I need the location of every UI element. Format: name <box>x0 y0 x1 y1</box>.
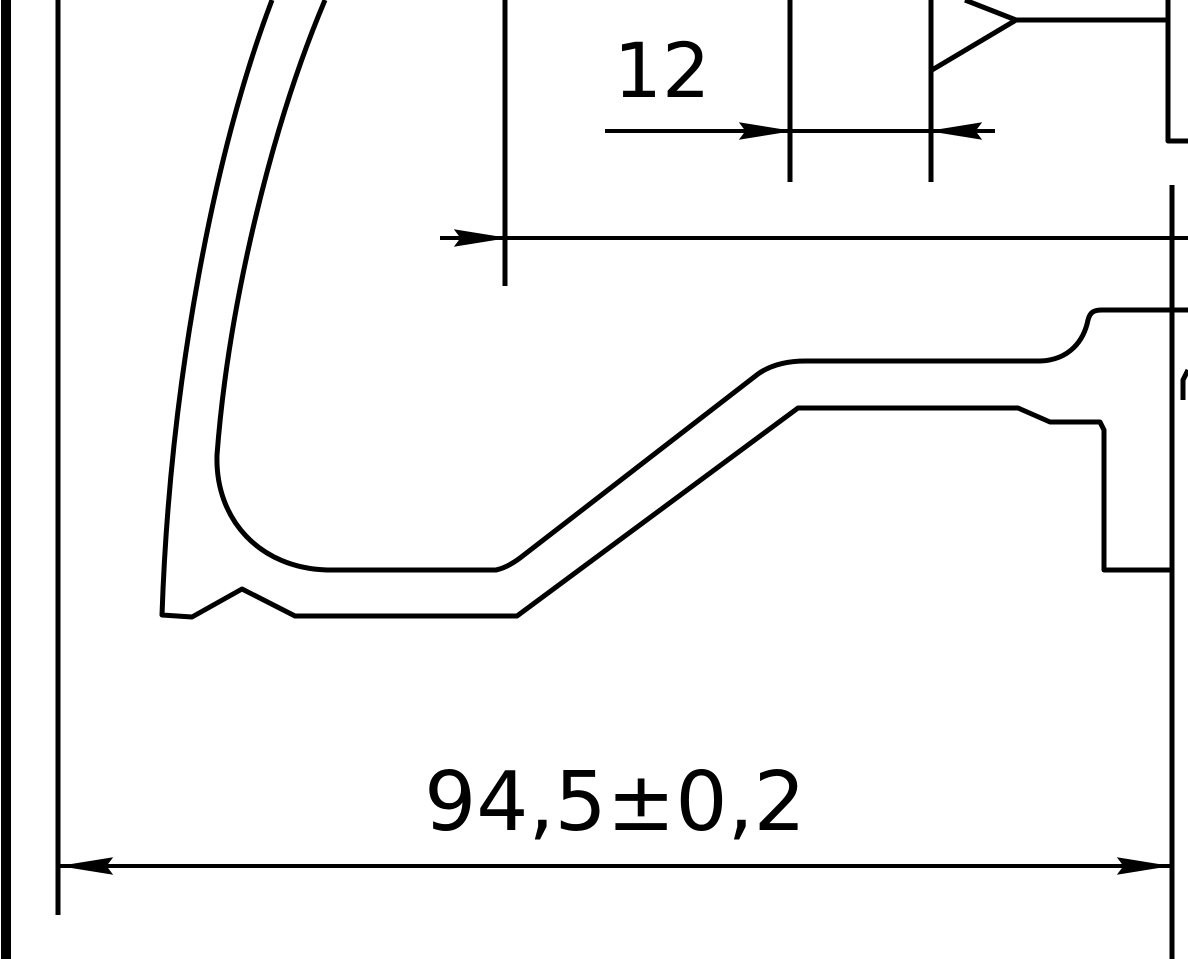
triangle-marker-icon <box>930 0 1019 73</box>
dim12-label: 12 <box>614 26 711 115</box>
frame-top-right-bracket <box>1165 0 1188 144</box>
profile-inner-contour <box>214 0 1188 573</box>
width-arrow-right-icon <box>1116 857 1169 875</box>
width-dimension-label: 94,5±0,2 <box>424 755 806 850</box>
profile-right-fragment <box>1180 368 1188 400</box>
width-arrow-left-icon <box>61 857 114 875</box>
inner-dim-arrow-icon <box>453 229 506 247</box>
dim12-arrow-left-icon <box>738 122 791 140</box>
dim12-arrow-right-icon <box>930 122 983 140</box>
profile-outer-contour <box>159 0 1172 620</box>
